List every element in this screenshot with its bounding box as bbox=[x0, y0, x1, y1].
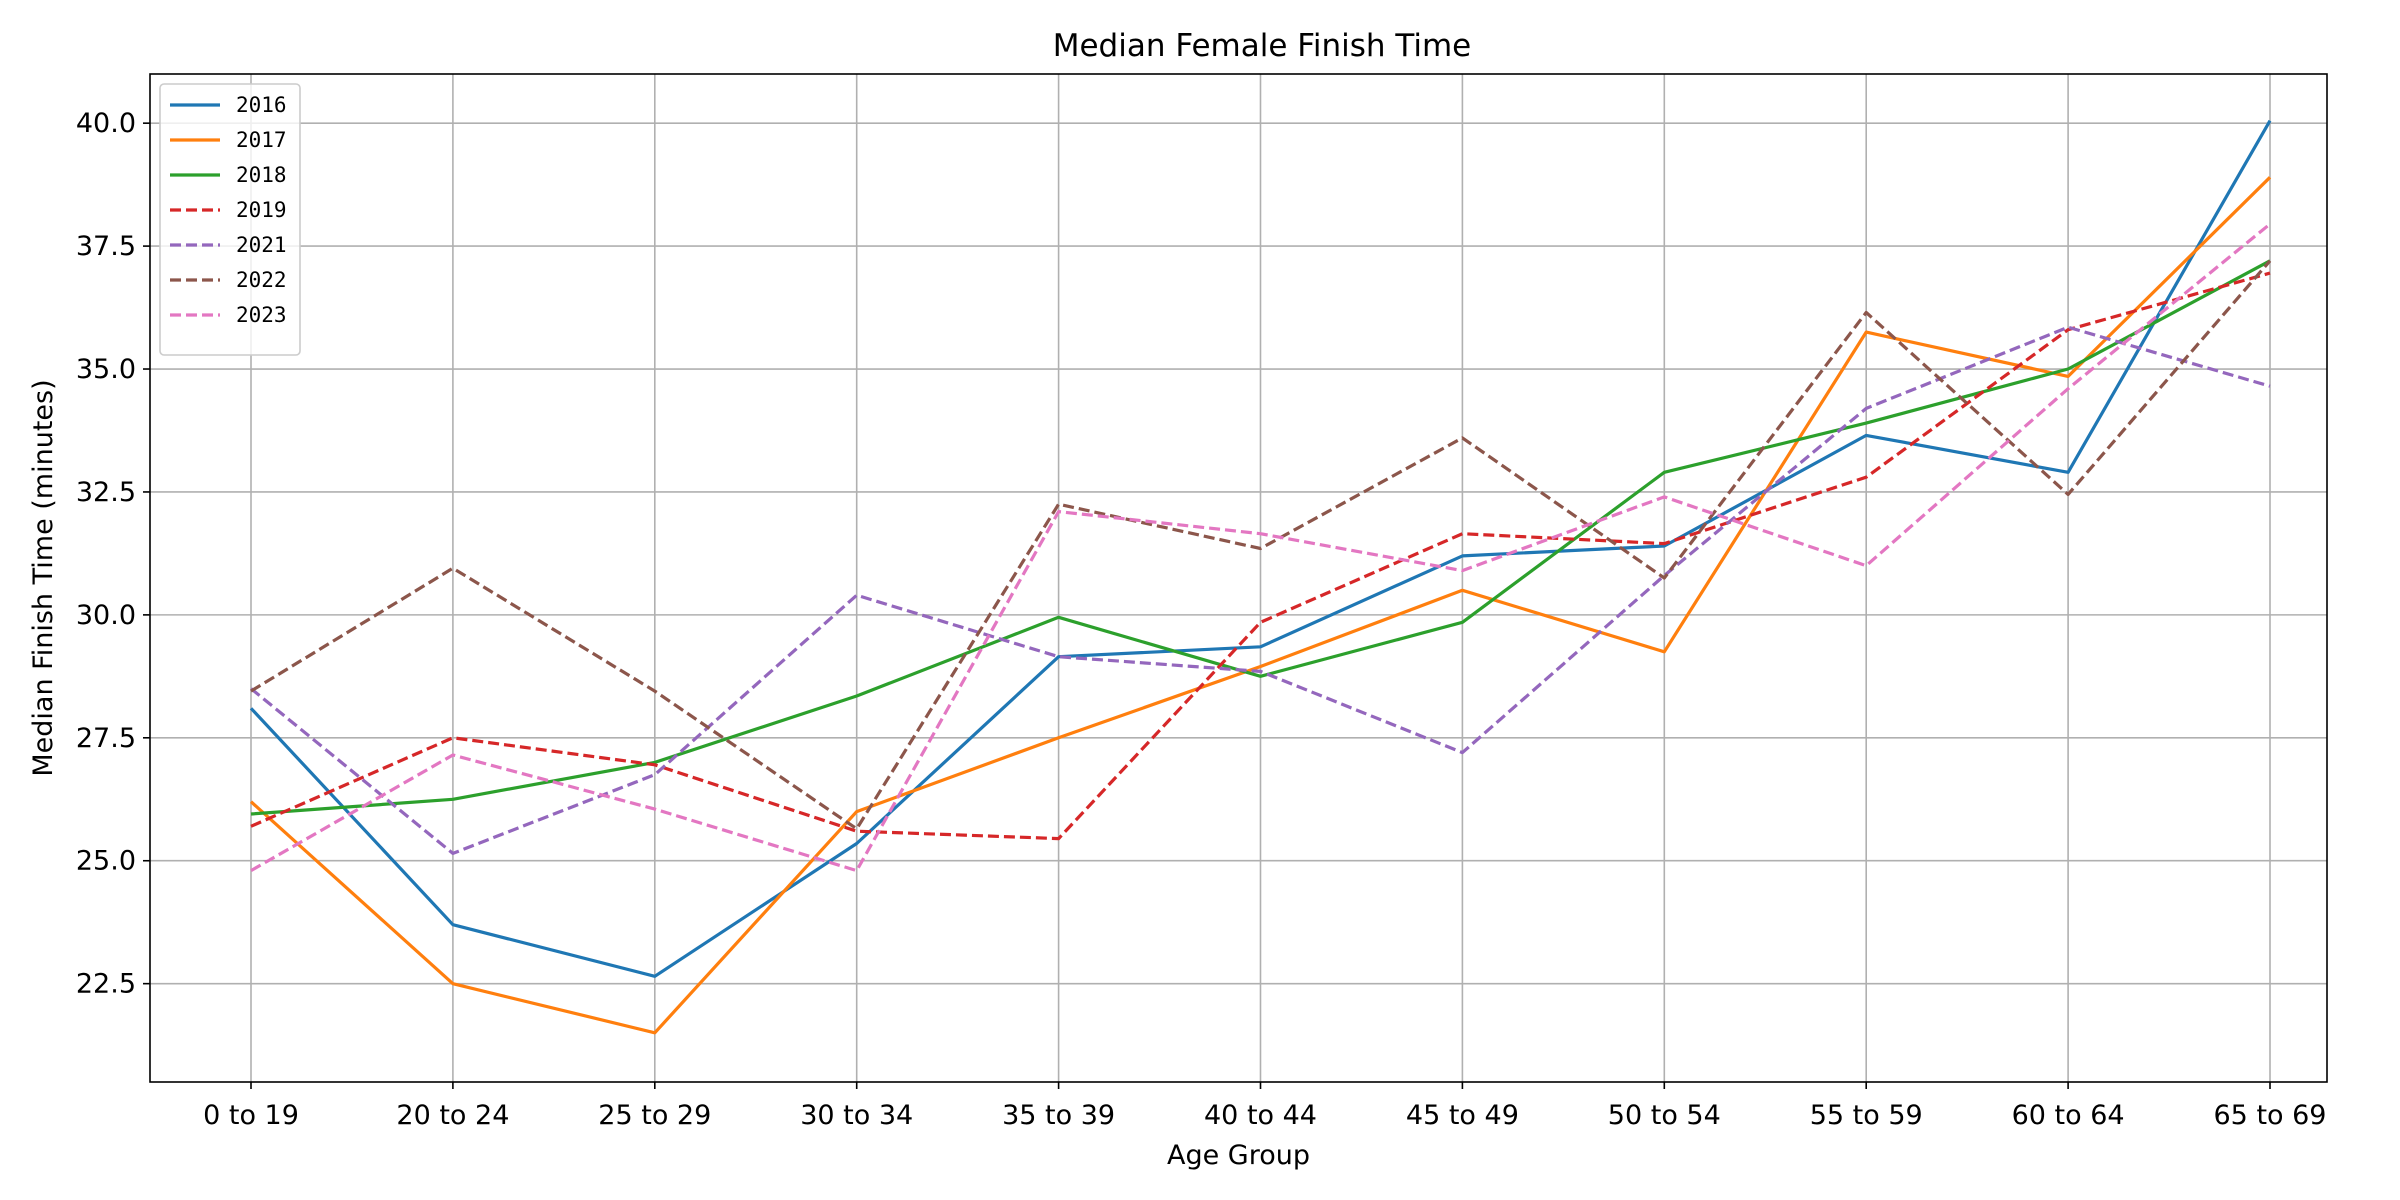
legend-label-2017: 2017 bbox=[236, 128, 287, 152]
legend-label-2018: 2018 bbox=[236, 163, 287, 187]
y-tick-label: 27.5 bbox=[76, 723, 136, 754]
x-tick-label: 50 to 54 bbox=[1608, 1100, 1721, 1131]
legend-label-2021: 2021 bbox=[236, 233, 287, 257]
series-line-2018 bbox=[250, 259, 2271, 816]
x-tick-label: 65 to 69 bbox=[2214, 1100, 2327, 1131]
x-tick-label: 30 to 34 bbox=[800, 1100, 913, 1131]
y-tick-label: 22.5 bbox=[76, 969, 136, 1000]
y-tick-label: 30.0 bbox=[76, 600, 136, 631]
grid bbox=[150, 74, 2327, 1082]
plot-area-frame bbox=[149, 73, 2328, 1083]
axis-ticks: 0 to 19 20 to 24 25 to 29 30 to 34 35 to 39 4… bbox=[76, 108, 2327, 1131]
series-line-2017 bbox=[249, 176, 2272, 1035]
x-tick-label: 45 to 49 bbox=[1406, 1100, 1519, 1131]
x-tick-label: 55 to 59 bbox=[1810, 1100, 1923, 1131]
x-tick-label: 0 to 19 bbox=[203, 1100, 299, 1131]
series-line-2019 bbox=[250, 271, 2271, 841]
legend-label-2019: 2019 bbox=[236, 198, 287, 222]
series-line-2021 bbox=[249, 325, 2271, 856]
y-tick-label: 37.5 bbox=[76, 231, 136, 262]
y-axis-label: Median Finish Time (minutes) bbox=[28, 379, 59, 776]
legend-label-2023: 2023 bbox=[236, 303, 287, 327]
legend-box bbox=[159, 83, 301, 356]
x-tick-label: 20 to 24 bbox=[396, 1100, 509, 1131]
x-tick-label: 25 to 29 bbox=[598, 1100, 711, 1131]
y-tick-label: 32.5 bbox=[76, 477, 136, 508]
y-tick-label: 35.0 bbox=[76, 354, 136, 385]
x-axis-label: Age Group bbox=[1167, 1140, 1310, 1171]
y-tick-label: 40.0 bbox=[76, 108, 136, 139]
legend: 2016 2017 2018 2019 2021 2022 2023 bbox=[159, 83, 301, 356]
legend-label-2016: 2016 bbox=[236, 93, 287, 117]
legend-label-2022: 2022 bbox=[236, 268, 287, 292]
y-tick-label: 25.0 bbox=[76, 846, 136, 877]
x-tick-label: 60 to 64 bbox=[2012, 1100, 2125, 1131]
x-tick-label: 35 to 39 bbox=[1002, 1100, 1115, 1131]
series-line-2016 bbox=[249, 119, 2272, 978]
series-line-2023 bbox=[250, 222, 2272, 873]
chart-title: Median Female Finish Time bbox=[1053, 28, 1472, 64]
x-tick-label: 40 to 44 bbox=[1204, 1100, 1317, 1131]
series-line-2022 bbox=[250, 259, 2272, 831]
series-lines bbox=[249, 119, 2272, 1035]
